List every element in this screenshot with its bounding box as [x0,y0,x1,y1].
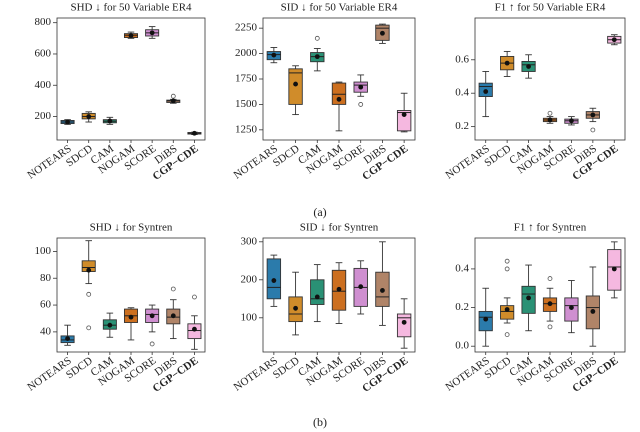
mean [314,54,320,60]
y-tick-label: 200 [241,273,258,285]
mean [128,314,134,320]
mean [504,60,510,66]
mean [107,322,113,328]
chart-title: F1 ↑ for 50 Variable ER4 [495,2,606,14]
y-tick-label: 300 [241,235,258,247]
mean [65,336,70,341]
mean [590,112,596,118]
outlier [547,110,553,116]
mean [293,305,298,311]
outlier [314,35,320,41]
caption: (b) [313,415,327,429]
mean [149,30,155,36]
y-tick-label: 1500 [235,98,258,110]
chart-title: SHD ↓ for 50 Variable ER4 [70,2,192,14]
chart-title: SID ↓ for 50 Variable ER4 [281,2,398,14]
y-tick-label: 0.4 [455,262,469,274]
y-tick-label: 80 [40,272,52,284]
mean [170,313,176,319]
mean [314,294,320,300]
box [396,110,412,132]
outlier [547,276,553,281]
mean [569,305,574,310]
y-tick-label: 0.2 [455,301,469,313]
mean [170,98,176,104]
mean [547,117,553,123]
box [396,313,412,338]
y-tick-label: 100 [35,245,52,257]
outlier [504,258,510,264]
mean [86,114,92,119]
mean [149,313,155,319]
outlier [192,294,197,300]
mean [380,288,385,293]
outlier [149,341,155,347]
y-tick-label: 100 [241,311,258,323]
y-tick-label: 1250 [235,123,258,135]
mean [547,301,553,307]
y-tick-label: 1750 [235,73,258,85]
outlier [170,286,176,292]
mean [611,37,617,43]
mean [526,295,531,301]
outlier [86,325,92,331]
outlier [504,332,510,338]
chart-title: F1 ↑ for Syntren [514,222,587,234]
box [331,82,347,105]
y-tick-label: 0.6 [455,53,469,65]
mean [358,84,364,90]
box [500,305,515,320]
y-tick-label: 2250 [235,22,258,34]
chart-title: SHD ↓ for Syntren [90,222,173,234]
mean [293,81,298,87]
mean [504,307,510,312]
mean [271,278,277,283]
y-tick-label: 0.2 [455,120,469,132]
mean [86,267,92,273]
y-tick-label: 0.0 [455,340,469,352]
mean [358,284,364,290]
mean [271,52,277,58]
y-tick-label: 600 [35,48,52,60]
mean [483,316,489,322]
mean [107,118,113,124]
mean [401,319,407,325]
y-tick-label: 200 [35,110,52,122]
mean [483,89,489,94]
y-tick-label: 60 [40,299,52,311]
mean [569,118,574,124]
mean [401,112,407,117]
y-tick-label: 400 [35,79,52,91]
outlier [358,102,364,107]
caption: (a) [313,205,326,219]
box [310,279,325,305]
chart-title: SID ↓ for Syntren [300,222,379,234]
y-tick-label: 800 [35,16,52,28]
mean [380,30,385,36]
mean [128,33,134,38]
mean [336,286,342,292]
outlier [547,324,553,330]
mean [192,130,197,136]
y-tick-label: 2000 [235,47,258,59]
outlier [170,93,176,99]
mean [336,96,342,102]
mean [611,266,617,272]
mean [590,309,596,314]
outlier [504,266,510,272]
mean [526,64,531,69]
box [288,68,303,105]
y-tick-label: 0.4 [455,87,469,99]
outlier [590,127,596,133]
mean [192,326,197,332]
outlier [86,291,92,297]
y-tick-label: 40 [40,325,52,337]
mean [65,119,70,125]
